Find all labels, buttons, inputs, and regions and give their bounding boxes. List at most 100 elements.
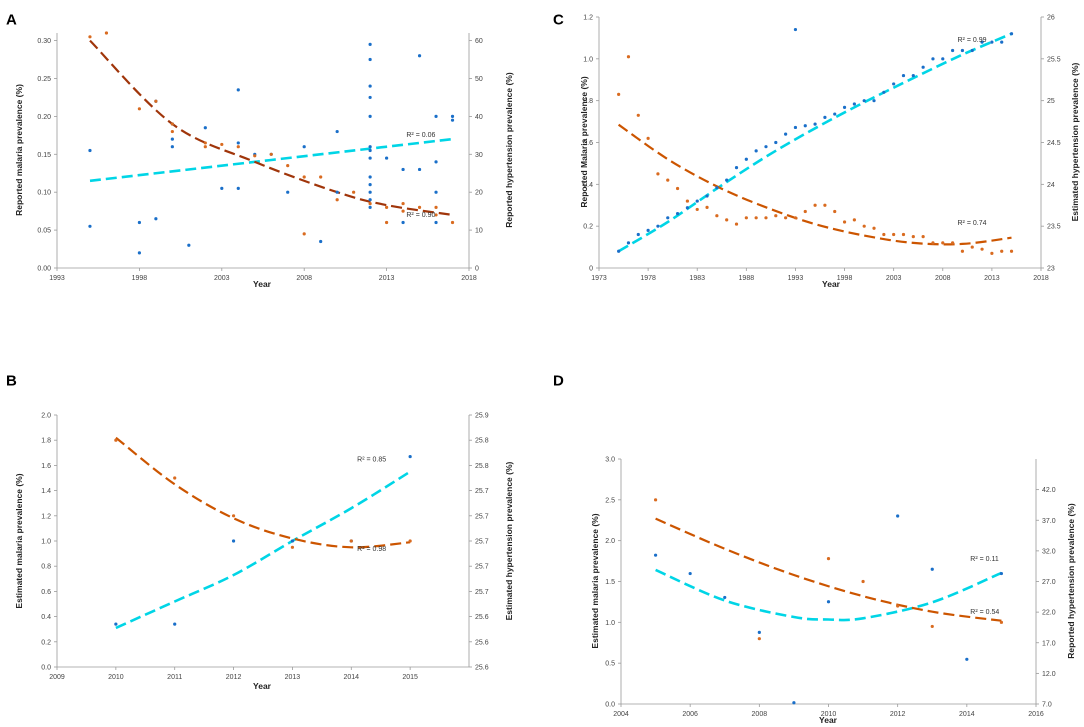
- y-right-tick-label: 25.8: [475, 438, 489, 445]
- malaria-trendline: [89, 39, 453, 216]
- y-right-tick-label: 23: [1047, 266, 1055, 273]
- r-squared-label-hypertension: R² = 0.11: [970, 556, 999, 563]
- malaria-point: [951, 241, 955, 245]
- hypertension-point: [88, 224, 92, 228]
- hypertension-point: [826, 600, 831, 604]
- malaria-point: [803, 209, 807, 214]
- malaria-point: [826, 557, 831, 561]
- hypertension-point: [417, 54, 422, 58]
- malaria-point: [154, 99, 158, 103]
- hypertension-point: [656, 224, 660, 228]
- malaria-point: [921, 235, 925, 239]
- panel-d: D 2004 2006 2008 2010 2012 2014 2016 0.0 0.5 1.0 1.…: [553, 372, 1076, 725]
- y-left-tick-label: 1.0: [605, 620, 615, 627]
- hypertension-point: [236, 88, 240, 92]
- malaria-point: [1000, 249, 1004, 253]
- hypertension-point: [137, 251, 141, 255]
- panel-c: C 1973 1978 1983 1988 1993 1998 2003 2008 2013 201…: [553, 11, 1080, 289]
- malaria-point: [401, 201, 405, 206]
- y-right-tick-label: 10: [475, 228, 483, 235]
- hypertension-point: [911, 73, 915, 78]
- y-left-tick-label: 2.0: [605, 538, 615, 545]
- malaria-point: [861, 579, 865, 584]
- y-left-tick-label: 2.5: [605, 497, 615, 504]
- malaria-point: [417, 205, 422, 209]
- malaria-point: [137, 107, 141, 111]
- malaria-point: [793, 216, 798, 220]
- malaria-point: [744, 216, 748, 220]
- y-right-tick-label: 27.0: [1042, 579, 1056, 586]
- x-tick-label: 2003: [214, 275, 230, 282]
- malaria-point: [931, 241, 935, 245]
- y-right-tick-label: 25.6: [475, 639, 489, 646]
- malaria-point: [114, 438, 118, 442]
- malaria-point: [203, 145, 207, 149]
- x-axis-label: Year: [822, 279, 841, 289]
- hypertension-point: [408, 454, 412, 459]
- hypertension-point: [666, 216, 670, 220]
- hypertension-point: [757, 630, 761, 634]
- hypertension-trendline: [115, 470, 411, 630]
- y-left-tick-label: 0.0: [605, 702, 615, 709]
- x-tick-label: 1993: [49, 275, 65, 282]
- malaria-trendline: [115, 436, 411, 549]
- hypertension-trendline: [89, 137, 453, 183]
- hypertension-point: [901, 73, 906, 78]
- malaria-point: [734, 222, 739, 226]
- y-left-tick-label: 0.2: [583, 224, 593, 231]
- malaria-point: [646, 136, 650, 140]
- r-squared-label-hypertension: R² = 0.99: [958, 37, 987, 44]
- hypertension-point: [653, 553, 658, 557]
- hypertension-point: [725, 178, 729, 182]
- panel-letter: D: [553, 372, 564, 389]
- malaria-point: [408, 539, 412, 543]
- x-tick-label: 2010: [108, 674, 124, 681]
- hypertension-point: [170, 137, 174, 141]
- hypertension-point: [896, 514, 900, 518]
- panel-b: B 2009 2010 2011 2012 2013 2014 2015 0.0 0.2 0.4 0.…: [6, 372, 514, 691]
- hypertension-point: [368, 148, 372, 153]
- hypertension-point: [1000, 40, 1004, 44]
- hypertension-point: [882, 90, 886, 94]
- hypertension-point: [833, 112, 837, 116]
- hypertension-point: [862, 99, 866, 103]
- y-left-tick-label: 0.05: [37, 228, 51, 235]
- malaria-point: [754, 216, 758, 220]
- malaria-point: [626, 55, 631, 59]
- malaria-point: [450, 220, 455, 225]
- x-tick-label: 2012: [890, 711, 906, 718]
- malaria-point: [823, 203, 827, 207]
- r-squared-label-malaria: R² = 0.98: [357, 546, 386, 553]
- malaria-point: [764, 216, 768, 220]
- y-right-tick-label: 40: [475, 114, 483, 121]
- hypertension-point: [792, 701, 796, 705]
- r-squared-label-hypertension: R² = 0.85: [357, 457, 386, 464]
- y-right-tick-label: 25.7: [475, 539, 489, 546]
- hypertension-point: [385, 156, 389, 160]
- hypertension-point: [220, 186, 224, 191]
- hypertension-point: [335, 190, 339, 194]
- hypertension-point: [231, 539, 236, 543]
- malaria-point: [784, 216, 788, 220]
- y-left-tick-label: 1.4: [41, 488, 51, 495]
- hypertension-trendline: [617, 32, 1013, 253]
- x-tick-label: 2013: [285, 674, 301, 681]
- y-left-tick-label: 0.20: [37, 114, 51, 121]
- hypertension-point: [368, 145, 372, 149]
- hypertension-point: [450, 118, 455, 122]
- panel-a: A 1993 1998 2003 2008 2013 2018 0.00 0.05 0.10 0.1…: [6, 11, 514, 289]
- malaria-point: [319, 175, 323, 179]
- y-right-tick-label: 0: [475, 266, 479, 273]
- malaria-point: [203, 141, 207, 145]
- x-tick-label: 2009: [49, 674, 65, 681]
- hypertension-point: [723, 595, 727, 600]
- y-right-tick-label: 25.7: [475, 488, 489, 495]
- malaria-point: [970, 245, 974, 249]
- y-right-tick-label: 22.0: [1042, 610, 1056, 617]
- y-left-tick-label: 1.2: [41, 513, 51, 520]
- hypertension-point: [368, 84, 372, 88]
- y-right-tick-label: 23.5: [1047, 224, 1061, 231]
- x-tick-label: 2015: [402, 674, 418, 681]
- malaria-point: [290, 545, 295, 549]
- malaria-point: [401, 209, 405, 213]
